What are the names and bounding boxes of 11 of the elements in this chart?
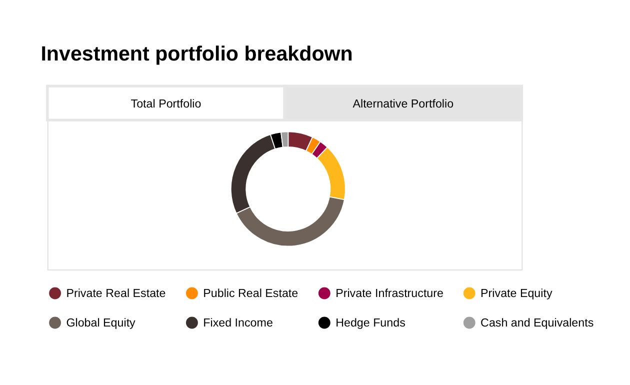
legend-label: Private Infrastructure (336, 286, 444, 300)
legend-label: Hedge Funds (336, 316, 406, 330)
legend-label: Private Real Estate (66, 286, 166, 300)
legend-label: Private Equity (480, 286, 552, 300)
text: Total Portfolio (130, 98, 202, 111)
legend-label: Cash and Equivalents (480, 316, 594, 330)
chart-title: Investment portfolio breakdown (40, 42, 353, 66)
legend-label: Fixed Income (203, 316, 273, 330)
legend-label: Public Real Estate (203, 286, 298, 300)
text: Alternative Portfolio (352, 98, 454, 111)
legend-label: Global Equity (66, 316, 136, 330)
